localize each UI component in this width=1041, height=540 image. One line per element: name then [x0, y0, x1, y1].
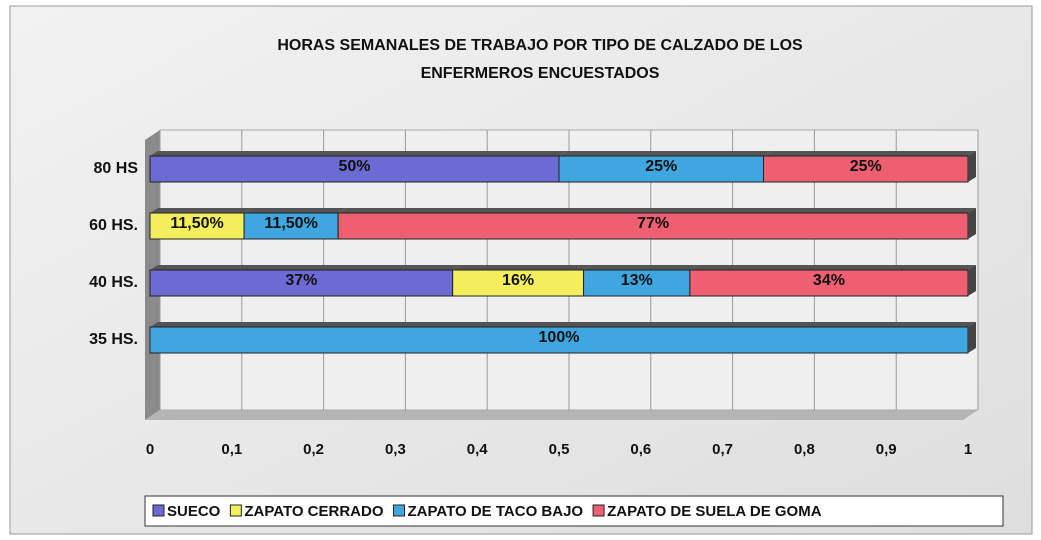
y-tick-label: 40 HS.	[89, 274, 138, 291]
data-label: 16%	[502, 272, 534, 289]
data-label: 77%	[637, 215, 669, 232]
data-label: 37%	[285, 272, 317, 289]
bar-top	[689, 265, 976, 270]
y-tick-label: 80 HS	[94, 160, 139, 177]
legend-label: ZAPATO CERRADO	[244, 503, 384, 520]
x-tick-label: 0,9	[876, 441, 897, 458]
y-tick-label: 35 HS.	[89, 331, 138, 348]
x-tick-label: 0	[146, 441, 154, 458]
chart-title: ENFERMEROS ENCUESTADOS	[421, 65, 660, 82]
bar-end	[968, 208, 976, 239]
data-label: 50%	[338, 158, 370, 175]
bar-top	[150, 322, 976, 327]
bar-top	[150, 208, 253, 213]
data-label: 11,50%	[170, 215, 223, 232]
bar	[149, 155, 560, 183]
bar-top	[150, 265, 461, 270]
legend-swatch	[592, 504, 605, 517]
legend-label: ZAPATO DE TACO BAJO	[408, 503, 584, 520]
legend-swatch	[393, 504, 406, 517]
legend-label: SUECO	[167, 503, 221, 520]
bar-top	[338, 208, 976, 213]
bar-top	[583, 265, 698, 270]
y-tick-label: 60 HS.	[89, 217, 138, 234]
data-label: 11,50%	[264, 215, 317, 232]
data-label: 13%	[621, 272, 653, 289]
legend-label: ZAPATO DE SUELA DE GOMA	[607, 503, 822, 520]
bar-top	[452, 265, 592, 270]
x-tick-label: 0,2	[303, 441, 324, 458]
x-tick-label: 0,5	[549, 441, 570, 458]
bar-top	[763, 151, 976, 156]
bar	[337, 212, 969, 240]
data-label: 25%	[645, 158, 677, 175]
bar	[689, 269, 969, 297]
bar-end	[968, 322, 976, 353]
x-tick-label: 0,4	[467, 441, 489, 458]
bar-top	[244, 208, 347, 213]
chart-title: HORAS SEMANALES DE TRABAJO POR TIPO DE C…	[277, 37, 803, 54]
bar	[243, 212, 339, 240]
legend-box	[144, 495, 1004, 527]
bar-end	[968, 265, 976, 296]
x-tick-label: 1	[964, 441, 972, 458]
bar-end	[968, 151, 976, 182]
bar-top	[150, 151, 567, 156]
data-label: 100%	[539, 329, 580, 346]
x-tick-label: 0,7	[712, 441, 733, 458]
bar	[149, 212, 245, 240]
x-tick-label: 0,3	[385, 441, 406, 458]
bar-top	[559, 151, 772, 156]
x-tick-label: 0,8	[794, 441, 815, 458]
data-label: 25%	[850, 158, 882, 175]
data-label: 34%	[813, 272, 845, 289]
x-tick-label: 0,1	[221, 441, 242, 458]
bar	[149, 269, 454, 297]
floor	[145, 410, 978, 420]
legend-swatch	[152, 504, 165, 517]
x-tick-label: 0,6	[630, 441, 651, 458]
legend-swatch	[229, 504, 242, 517]
bar	[558, 155, 764, 183]
